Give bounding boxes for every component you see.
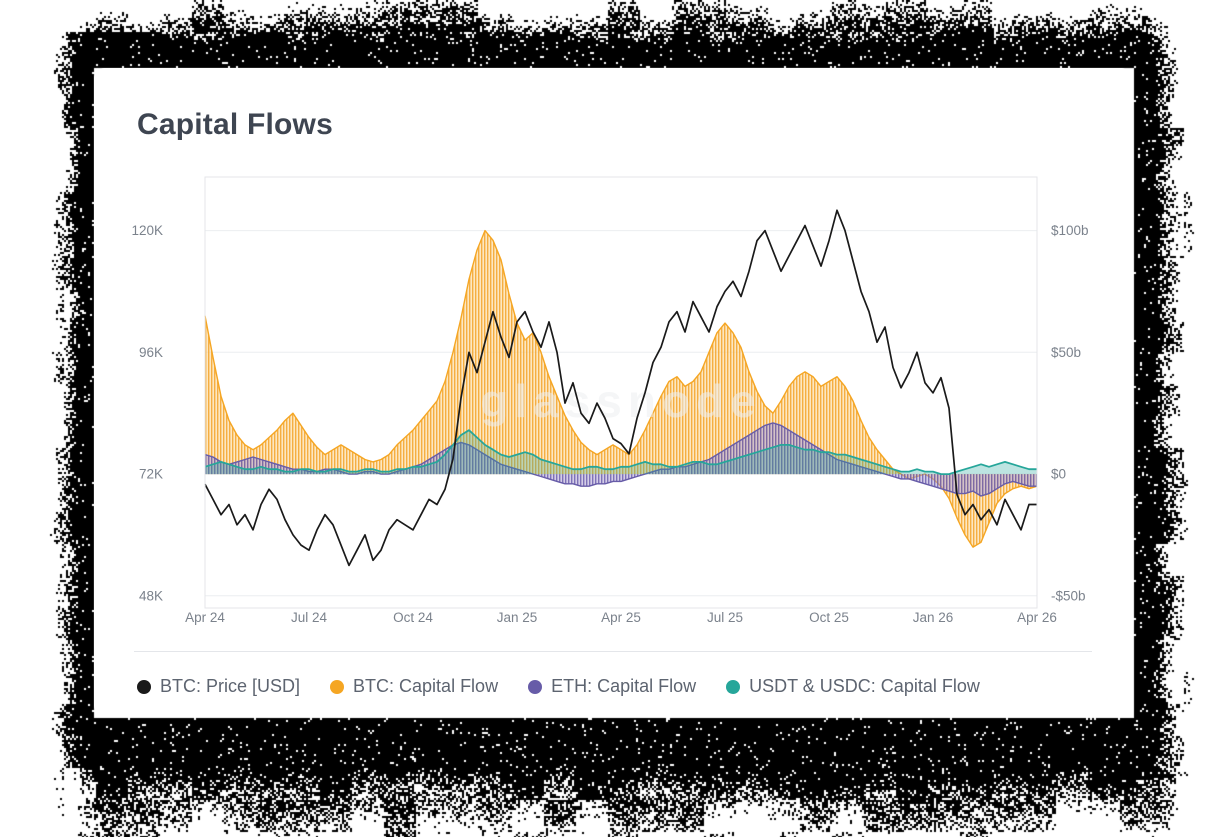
legend-item-usdt-usdc-capital-flow[interactable]: USDT & USDC: Capital Flow — [726, 676, 980, 697]
legend-label: BTC: Price [USD] — [160, 676, 301, 696]
legend-item-btc-price[interactable]: BTC: Price [USD] — [137, 676, 300, 697]
plot-border — [204, 176, 1038, 609]
chart-card: Capital Flows glassnode 48K 72K 96K 120K -$50… — [94, 68, 1132, 716]
line-btc-price — [204, 209, 1037, 567]
legend-label: BTC: Capital Flow — [353, 676, 499, 696]
x-tick: Oct 25 — [809, 610, 849, 625]
legend-separator — [134, 651, 1092, 652]
x-tick: Oct 24 — [393, 610, 433, 625]
legend-dot-btc-capital-flow — [330, 679, 345, 694]
y-tick-left: 72K — [139, 467, 163, 482]
area-usdt-usdc-capital-flow — [205, 430, 1037, 475]
legend-dot-usdt-usdc-capital-flow — [726, 679, 741, 694]
y-tick-left: 96K — [139, 345, 163, 360]
x-tick: Apr 24 — [185, 610, 225, 625]
x-tick: Apr 25 — [601, 610, 641, 625]
x-tick: Apr 26 — [1017, 610, 1057, 625]
capital-flows-chart[interactable]: glassnode 48K 72K 96K 120K -$50b $0 $50b $100b Ap… — [94, 171, 1132, 641]
outline-eth-capital-flow — [204, 422, 1037, 497]
y-tick-right: $50b — [1051, 345, 1081, 360]
y-tick-left: 120K — [131, 223, 163, 238]
legend-label: USDT & USDC: Capital Flow — [749, 676, 980, 696]
y-tick-left: 48K — [139, 588, 163, 603]
y-tick-right: $0 — [1051, 467, 1066, 482]
legend-dot-eth-capital-flow — [528, 679, 543, 694]
y-tick-right: -$50b — [1051, 588, 1086, 603]
legend-dot-btc-price — [137, 679, 151, 694]
legend-item-eth-capital-flow[interactable]: ETH: Capital Flow — [528, 676, 696, 697]
outline-usdt-usdc-capital-flow — [204, 429, 1037, 475]
x-tick: Jan 26 — [913, 610, 954, 625]
x-tick: Jul 24 — [291, 610, 328, 625]
chart-legend: BTC: Price [USD] BTC: Capital Flow ETH: Ca… — [137, 676, 1132, 697]
x-tick: Jan 25 — [497, 610, 538, 625]
outline-btc-capital-flow — [204, 229, 1038, 548]
y-tick-right: $100b — [1051, 223, 1089, 238]
legend-item-btc-capital-flow[interactable]: BTC: Capital Flow — [330, 676, 498, 697]
x-tick: Jul 25 — [707, 610, 743, 625]
watermark: glassnode — [480, 375, 762, 427]
legend-label: ETH: Capital Flow — [551, 676, 697, 696]
chart-title: Capital Flows — [137, 108, 333, 141]
